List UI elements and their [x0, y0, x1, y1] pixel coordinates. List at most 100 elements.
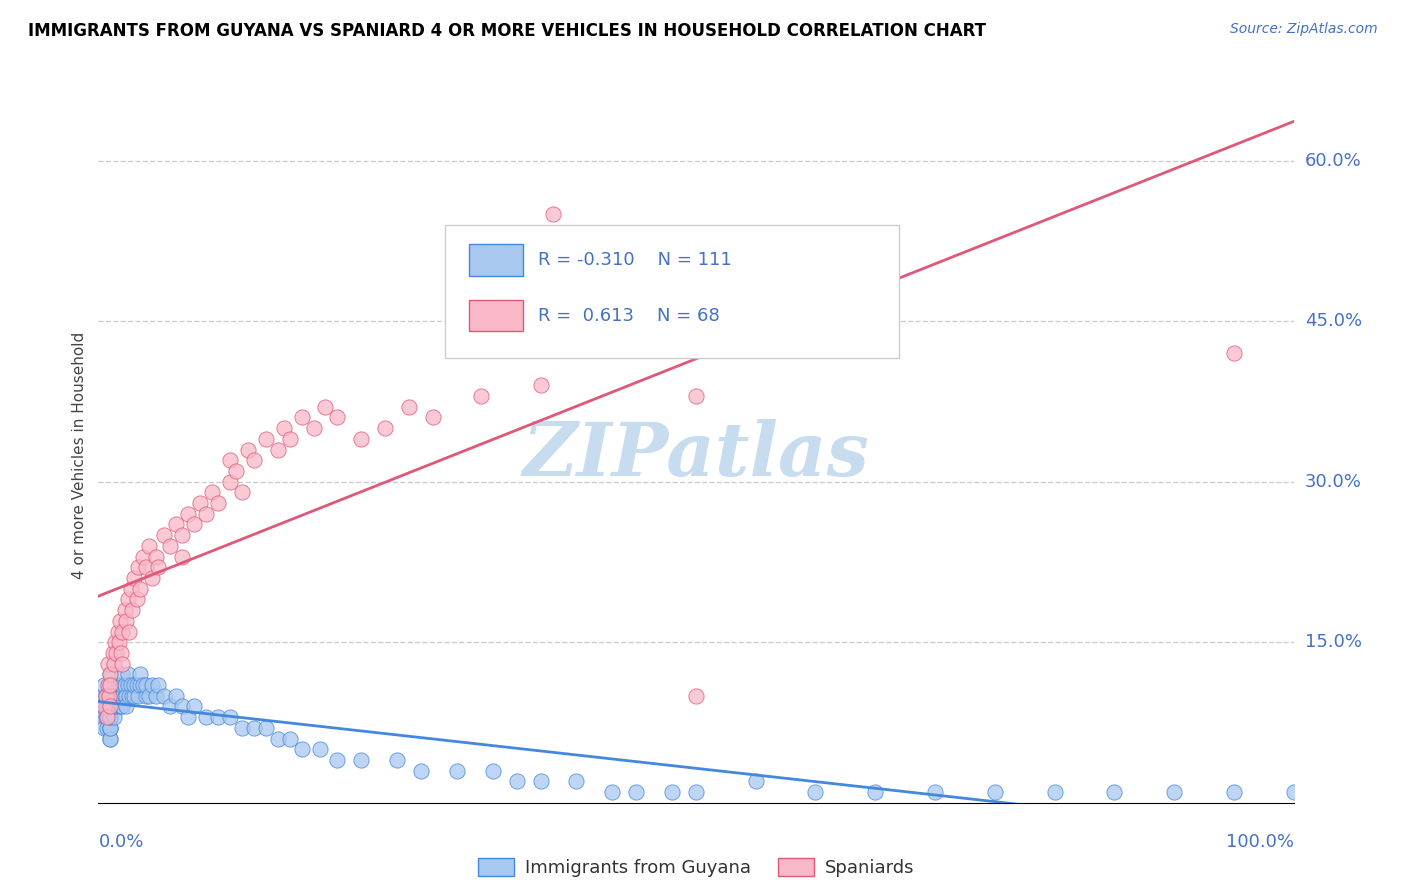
- Point: [624, 785, 647, 799]
- Point: [148, 560, 170, 574]
- Point: [135, 689, 157, 703]
- Point: [141, 571, 163, 585]
- Text: 60.0%: 60.0%: [1305, 152, 1361, 169]
- Point: [101, 699, 124, 714]
- Point: [411, 764, 433, 778]
- Point: [804, 785, 827, 799]
- Point: [105, 646, 128, 660]
- Point: [124, 689, 146, 703]
- Point: [589, 293, 612, 307]
- Point: [326, 753, 349, 767]
- Point: [98, 710, 122, 724]
- Point: [243, 453, 266, 467]
- Point: [110, 689, 132, 703]
- Point: [159, 699, 181, 714]
- Point: [111, 667, 134, 681]
- Point: [177, 507, 200, 521]
- Text: 0.0%: 0.0%: [98, 833, 143, 851]
- Point: [565, 774, 588, 789]
- Point: [107, 678, 129, 692]
- Point: [138, 689, 160, 703]
- Point: [110, 699, 132, 714]
- Point: [385, 753, 409, 767]
- Legend: Immigrants from Guyana, Spaniards: Immigrants from Guyana, Spaniards: [471, 850, 921, 884]
- Point: [115, 614, 138, 628]
- Point: [98, 678, 122, 692]
- Point: [98, 689, 121, 703]
- Point: [481, 764, 505, 778]
- Point: [350, 753, 373, 767]
- Point: [118, 624, 141, 639]
- Text: 15.0%: 15.0%: [1305, 633, 1361, 651]
- Point: [278, 731, 301, 746]
- Point: [278, 432, 301, 446]
- Point: [231, 721, 253, 735]
- Text: 100.0%: 100.0%: [1226, 833, 1294, 851]
- Point: [135, 560, 157, 574]
- Point: [111, 657, 134, 671]
- Point: [108, 614, 131, 628]
- FancyBboxPatch shape: [444, 226, 900, 358]
- Point: [267, 442, 290, 457]
- Text: Source: ZipAtlas.com: Source: ZipAtlas.com: [1230, 22, 1378, 37]
- Point: [243, 721, 266, 735]
- Point: [125, 678, 148, 692]
- Point: [98, 667, 122, 681]
- Point: [422, 410, 444, 425]
- Point: [219, 710, 242, 724]
- Point: [107, 689, 129, 703]
- Point: [93, 699, 115, 714]
- Point: [117, 678, 139, 692]
- Point: [120, 582, 142, 596]
- Point: [135, 678, 157, 692]
- Point: [1163, 785, 1185, 799]
- Point: [105, 689, 128, 703]
- Point: [93, 721, 115, 735]
- Point: [983, 785, 1005, 799]
- Point: [1102, 785, 1125, 799]
- Point: [127, 560, 149, 574]
- Point: [183, 517, 205, 532]
- Point: [98, 721, 122, 735]
- Point: [308, 742, 330, 756]
- Point: [172, 549, 194, 564]
- Point: [273, 421, 295, 435]
- Point: [194, 507, 217, 521]
- Point: [101, 646, 124, 660]
- Y-axis label: 4 or more Vehicles in Household: 4 or more Vehicles in Household: [72, 331, 87, 579]
- Point: [124, 678, 146, 692]
- Point: [108, 689, 131, 703]
- Point: [231, 485, 253, 500]
- Point: [115, 699, 138, 714]
- Point: [172, 699, 194, 714]
- Text: IMMIGRANTS FROM GUYANA VS SPANIARD 4 OR MORE VEHICLES IN HOUSEHOLD CORRELATION C: IMMIGRANTS FROM GUYANA VS SPANIARD 4 OR …: [28, 22, 986, 40]
- Point: [97, 678, 120, 692]
- Point: [111, 689, 134, 703]
- Point: [103, 699, 125, 714]
- FancyBboxPatch shape: [470, 300, 523, 332]
- Point: [114, 689, 136, 703]
- Point: [104, 689, 127, 703]
- Point: [236, 442, 259, 457]
- Point: [267, 731, 290, 746]
- Point: [117, 592, 139, 607]
- Point: [600, 785, 623, 799]
- Point: [107, 624, 129, 639]
- Point: [120, 678, 142, 692]
- Point: [98, 731, 122, 746]
- Point: [131, 549, 153, 564]
- Point: [1043, 785, 1066, 799]
- Point: [541, 207, 564, 221]
- Point: [121, 689, 143, 703]
- Point: [94, 699, 117, 714]
- Point: [661, 785, 683, 799]
- Point: [1282, 785, 1305, 799]
- Point: [446, 764, 468, 778]
- Point: [315, 400, 337, 414]
- Text: 30.0%: 30.0%: [1305, 473, 1361, 491]
- Point: [97, 689, 120, 703]
- Point: [98, 689, 122, 703]
- Point: [114, 678, 136, 692]
- Point: [108, 678, 131, 692]
- Point: [94, 689, 117, 703]
